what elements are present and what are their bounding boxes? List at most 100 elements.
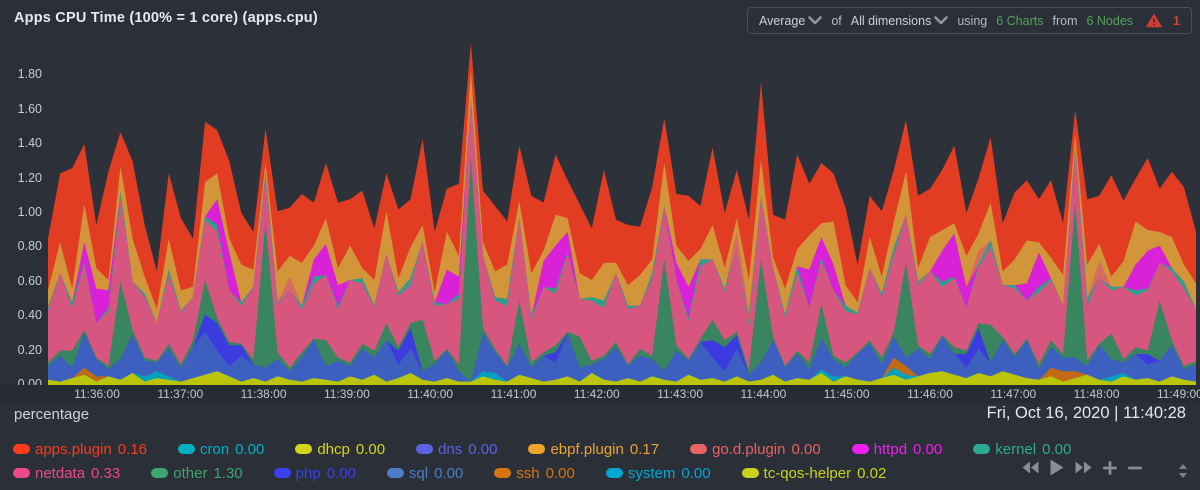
y-tick-label: 1.80 (17, 67, 42, 82)
legend-series-name: go.d.plugin (712, 440, 786, 458)
legend-item-ssh[interactable]: ssh 0.00 (494, 465, 575, 482)
area-series-tc-qos-helper (48, 371, 1196, 385)
legend-series-value: 0.00 (434, 464, 464, 482)
x-axis: 11:36:00 11:37:00 11:38:00 11:39:00 11:40:00… (0, 385, 1200, 403)
legend-swatch (416, 444, 434, 454)
x-tick-label: 11:39:00 (323, 387, 370, 401)
x-tick-label: 11:38:00 (240, 387, 287, 401)
y-axis: 1.80 1.60 1.40 1.20 1.00 0.80 0.60 0.40 0.20 0.00 (0, 40, 44, 391)
legend-series-value: 0.00 (681, 464, 711, 482)
chevron-down-icon (934, 16, 949, 25)
zoom-in-icon (1103, 460, 1117, 475)
legend-item-system[interactable]: system 0.00 (605, 464, 711, 482)
legend-series-name: kernel (995, 440, 1037, 458)
selected-timestamp: Fri, Oct 16, 2020 | 11:40:28 (986, 404, 1186, 422)
legend-series-name: ebpf.plugin (550, 440, 624, 458)
legend-series-name: dhcp (317, 440, 350, 458)
resize-handle[interactable] (1178, 464, 1188, 483)
legend-item-other[interactable]: other 1.30 (151, 464, 243, 482)
legend-item-go.d.plugin[interactable]: go.d.plugin 0.00 (690, 441, 821, 458)
legend-series-value: 0.00 (355, 440, 386, 458)
legend-swatch (295, 444, 313, 454)
legend-swatch (386, 468, 404, 478)
legend-series-value: 0.00 (545, 464, 575, 482)
legend-series-name: dns (438, 440, 463, 458)
charts-count-link[interactable]: 6 Charts (996, 13, 1044, 28)
legend-series-name: httpd (873, 440, 908, 458)
from-label: from (1052, 13, 1078, 28)
legend-series-value: 0.00 (791, 440, 821, 458)
legend-item-cron[interactable]: cron 0.00 (177, 441, 264, 458)
alert-count[interactable]: 1 (1173, 13, 1180, 28)
legend-swatch (690, 444, 708, 454)
dimensions-label: All dimensions (850, 13, 932, 28)
legend-row: apps.plugin 0.16 cron 0.00 dhcp 0.00 dns 0.00 eb… (13, 437, 1071, 461)
legend-item-tc-qos-helper[interactable]: tc-qos-helper 0.02 (741, 464, 886, 482)
legend-series-name: ssh (516, 464, 540, 482)
legend-series-name: apps.plugin (35, 440, 112, 458)
legend-item-apps.plugin[interactable]: apps.plugin 0.16 (13, 441, 147, 458)
play-button[interactable] (1050, 459, 1064, 476)
legend-swatch (13, 444, 30, 454)
resize-vertical-icon (1179, 464, 1187, 478)
legend-swatch (273, 468, 291, 478)
legend-item-netdata[interactable]: netdata 0.33 (13, 465, 120, 482)
legend-item-httpd[interactable]: httpd 0.00 (851, 440, 942, 458)
fast-forward-button[interactable] (1075, 461, 1092, 474)
x-tick-label: 11:36:00 (74, 387, 120, 401)
x-tick-label: 11:44:00 (740, 387, 787, 401)
legend-swatch (528, 444, 546, 454)
legend-series-name: tc-qos-helper (763, 464, 852, 482)
legend-series-value: 0.17 (629, 440, 660, 458)
legend-series-value: 0.16 (117, 440, 147, 458)
legend-row: netdata 0.33 other 1.30 php 0.00 sql 0.00 ssh 0.0… (13, 461, 1023, 485)
y-tick-label: 0.60 (17, 273, 42, 288)
legend-series-name: netdata (35, 464, 86, 482)
x-tick-label: 11:46:00 (907, 387, 953, 401)
y-tick-label: 1.20 (17, 170, 42, 185)
legend-series-name: php (295, 464, 321, 482)
legend-item-ebpf.plugin[interactable]: ebpf.plugin 0.17 (528, 441, 659, 458)
legend-series-value: 0.00 (468, 440, 498, 458)
dimensions-dropdown[interactable]: All dimensions (851, 14, 949, 28)
x-tick-label: 11:45:00 (823, 387, 870, 401)
x-tick-label: 11:41:00 (490, 387, 537, 401)
legend-item-sql[interactable]: sql 0.00 (386, 464, 464, 482)
legend-item-dhcp[interactable]: dhcp 0.00 (295, 441, 385, 458)
x-tick-label: 11:47:00 (990, 387, 1037, 401)
y-tick-label: 0.80 (17, 239, 42, 254)
fast-forward-icon (1075, 461, 1092, 474)
legend-series-value: 0.00 (326, 464, 356, 482)
x-tick-label: 11:43:00 (657, 387, 704, 401)
legend-series-value: 1.30 (213, 464, 243, 482)
chart-title: Apps CPU Time (100% = 1 core) (apps.cpu) (14, 10, 318, 26)
legend-swatch (177, 444, 195, 454)
x-tick-label: 11:49:00 (1156, 387, 1200, 401)
y-tick-label: 1.40 (17, 136, 42, 151)
x-tick-label: 11:48:00 (1073, 387, 1120, 401)
legend-item-kernel[interactable]: kernel 0.00 (973, 441, 1071, 458)
aggregation-dropdown[interactable]: Average (759, 14, 823, 28)
legend-series-name: system (627, 464, 676, 482)
legend-swatch (851, 444, 869, 454)
y-tick-label: 0.40 (17, 308, 42, 323)
using-label: using (957, 13, 988, 28)
legend-item-dns[interactable]: dns 0.00 (416, 441, 497, 458)
stacked-area-chart[interactable] (48, 40, 1196, 385)
legend-item-php[interactable]: php 0.00 (273, 464, 356, 482)
zoom-in-button[interactable] (1103, 460, 1117, 475)
of-label: of (831, 13, 842, 28)
y-tick-label: 1.60 (17, 101, 42, 116)
legend-series-name: other (173, 464, 208, 482)
x-tick-label: 11:42:00 (573, 387, 620, 401)
area-series-other (48, 157, 1196, 385)
zoom-out-button[interactable] (1128, 461, 1142, 475)
alert-warning-icon[interactable] (1146, 13, 1162, 28)
legend-swatch (973, 444, 991, 454)
rewind-button[interactable] (1022, 461, 1039, 474)
unit-label: percentage (14, 406, 90, 423)
y-tick-label: 1.00 (17, 204, 42, 219)
nodes-count-link[interactable]: 6 Nodes (1086, 13, 1134, 28)
legend-series-name: sql (408, 464, 429, 482)
play-icon (1050, 459, 1064, 476)
